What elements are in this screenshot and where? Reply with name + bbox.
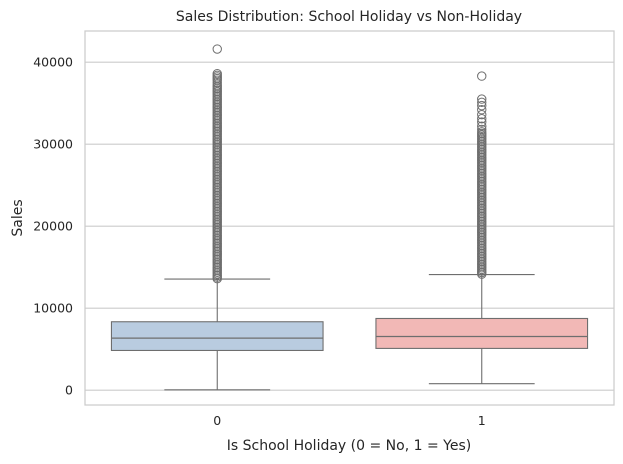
y-tick-label: 40000 [33,55,73,70]
y-axis-label: Sales [10,199,26,236]
outlier-point [477,127,487,137]
box-iqr [375,317,589,349]
boxes [110,44,589,391]
outlier-point [212,44,222,54]
box-group-0 [110,44,324,391]
plot-frame [84,30,615,406]
outlier-point [477,114,487,124]
outlier-point [477,71,487,81]
ticks: 0 10000 20000 30000 40000 0 1 [33,55,485,428]
y-tick-label: 30000 [33,137,73,152]
grid [85,61,614,391]
outlier-point [477,105,487,115]
outlier-point [477,124,487,135]
box-group-1 [375,71,589,385]
x-axis-label: Is School Holiday (0 = No, 1 = Yes) [227,438,471,454]
y-tick-label: 10000 [33,301,73,316]
outlier-point [477,94,487,104]
outlier-point [477,109,487,120]
outlier-point [477,100,487,111]
y-tick-label: 0 [65,383,73,398]
outlier-point [212,68,222,79]
y-tick-label: 20000 [33,219,73,234]
outlier-point [212,77,222,88]
outlier-point [477,121,487,131]
outlier-point [477,117,487,127]
x-tick-label: 1 [478,413,486,428]
chart-title: Sales Distribution: School Holiday vs No… [176,9,522,25]
box-iqr [110,321,324,352]
outlier-point [477,97,487,108]
x-tick-label: 0 [213,413,221,428]
